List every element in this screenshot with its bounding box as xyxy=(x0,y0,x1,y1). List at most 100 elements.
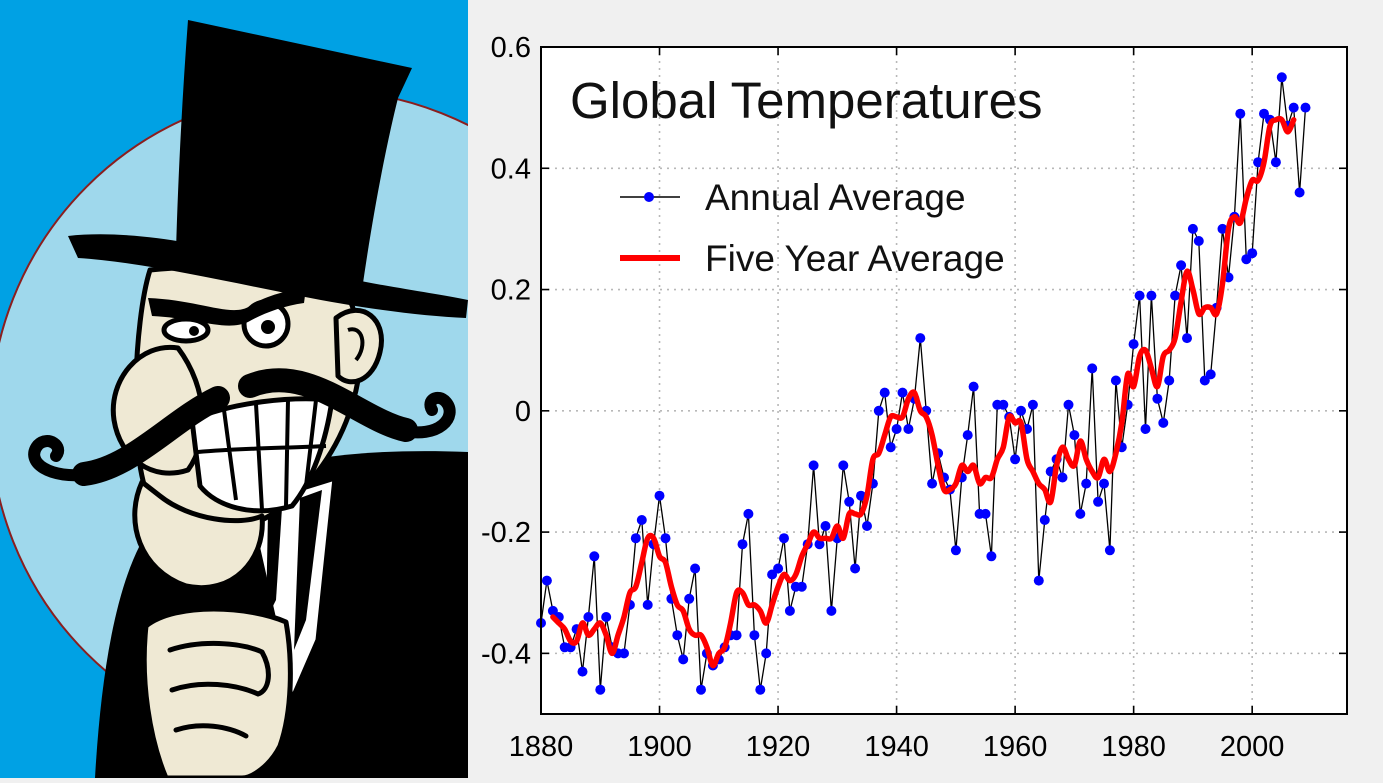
annual-average-point xyxy=(1063,399,1074,410)
annual-average-point xyxy=(1069,430,1080,441)
plot-frame xyxy=(540,46,1348,715)
legend-annual-marker xyxy=(644,192,654,202)
temperature-chart: 1880 1900 1920 1940 1960 1980 2000 -0.4 -0.2 0 0.2… xyxy=(481,32,1348,763)
annual-average-point xyxy=(980,508,991,519)
legend-label-five-year: Five Year Average xyxy=(705,238,1005,279)
legend-label-annual: Annual Average xyxy=(705,177,966,218)
annual-average-point xyxy=(1110,375,1121,386)
annual-average-point xyxy=(1128,339,1139,350)
grid-lines xyxy=(541,47,1347,714)
x-tick-label: 2000 xyxy=(1220,731,1285,763)
mustache-left-curl xyxy=(28,435,96,482)
annual-average-point xyxy=(927,478,938,489)
annual-average-point xyxy=(761,648,772,659)
annual-average-point xyxy=(1288,102,1299,113)
annual-average-point xyxy=(808,460,819,471)
annual-average-point xyxy=(1276,72,1287,83)
x-tick-label: 1940 xyxy=(864,731,929,763)
annual-average-point xyxy=(654,490,665,501)
annual-average-point xyxy=(838,460,849,471)
annual-average-point xyxy=(1294,187,1305,198)
legend: Annual Average Five Year Average xyxy=(620,177,1005,279)
annual-average-point xyxy=(1104,545,1115,556)
finger-lines xyxy=(167,641,271,739)
eyebrows xyxy=(148,288,306,326)
chin xyxy=(132,479,265,591)
annual-average-point xyxy=(1187,223,1198,234)
annual-average-point xyxy=(1235,108,1246,119)
y-tick-label: 0.2 xyxy=(491,275,531,307)
annual-average-point xyxy=(1027,399,1038,410)
annual-average-point xyxy=(690,563,701,574)
villain-illustration xyxy=(0,0,651,781)
annual-average-point xyxy=(885,442,896,453)
annual-average-point xyxy=(601,612,612,622)
annual-average-point xyxy=(903,424,914,434)
annual-average-point xyxy=(1016,405,1026,416)
hand xyxy=(141,606,293,781)
annual-average-point xyxy=(820,521,831,531)
annual-average-point xyxy=(1300,102,1311,113)
collar-stripe xyxy=(266,508,282,620)
annual-average-point xyxy=(636,515,647,525)
annual-average-point xyxy=(1164,375,1175,386)
annual-average-point xyxy=(672,630,683,641)
annual-average-point xyxy=(1075,508,1086,519)
annual-average-point xyxy=(844,496,855,507)
x-tick-label: 1980 xyxy=(1101,731,1166,763)
annual-average-point xyxy=(796,581,807,592)
right-pupil xyxy=(261,320,275,334)
annual-average-point xyxy=(915,333,926,344)
annual-average-point xyxy=(968,381,979,392)
annual-average-point xyxy=(1146,290,1157,301)
y-tick-label: 0.6 xyxy=(491,32,531,64)
y-tick-label: 0.4 xyxy=(491,153,531,185)
annual-average-point xyxy=(784,605,795,616)
annual-average-point xyxy=(1217,223,1228,234)
five-year-average-line xyxy=(550,115,1297,669)
tick-marks xyxy=(540,46,1347,714)
annual-average-point xyxy=(642,599,653,610)
top-hat-crown xyxy=(176,20,412,290)
annual-average-point xyxy=(773,563,784,574)
annual-average-point xyxy=(998,399,1009,410)
annual-average-point xyxy=(737,539,748,550)
annual-average-point xyxy=(891,424,902,434)
annual-average-point xyxy=(862,521,872,531)
annual-average-point xyxy=(619,648,629,659)
annual-average-point xyxy=(873,405,884,416)
y-tick-label: -0.4 xyxy=(481,638,531,670)
teeth-lines xyxy=(197,399,327,511)
annual-average-point xyxy=(577,666,588,677)
annual-average-point xyxy=(850,563,861,574)
chart-panel: 1880 1900 1920 1940 1960 1980 2000 -0.4 -0.2 0 0.2… xyxy=(468,0,1383,778)
x-tick-label: 1920 xyxy=(746,731,811,763)
annual-average-point xyxy=(986,551,997,562)
annual-average-point xyxy=(1259,108,1269,119)
y-tick-label: -0.2 xyxy=(481,517,531,549)
y-tick-label: 0 xyxy=(515,396,531,428)
annual-average-point xyxy=(630,533,641,544)
annual-average-point xyxy=(1033,575,1044,586)
annual-average-point xyxy=(731,630,742,641)
annual-average-point xyxy=(879,387,890,398)
annual-average-point xyxy=(1140,424,1151,434)
ear xyxy=(333,307,384,385)
annual-average-point xyxy=(1039,515,1050,525)
annual-average-point xyxy=(755,684,766,695)
annual-average-point xyxy=(696,684,706,695)
annual-average-point xyxy=(1193,236,1204,246)
mustache-right-curl xyxy=(394,391,456,439)
annual-average-point xyxy=(660,533,671,544)
annual-average-point xyxy=(1247,248,1258,259)
annual-average-point xyxy=(1270,157,1281,168)
mustache-right xyxy=(238,368,418,442)
series xyxy=(536,72,1311,695)
annual-average-point xyxy=(595,684,606,695)
annual-average-point xyxy=(950,545,961,556)
mustache-left xyxy=(72,386,230,486)
shirt-stripe xyxy=(294,490,322,650)
annual-average-point xyxy=(962,430,973,441)
annual-average-point xyxy=(1093,496,1104,507)
annual-average-point xyxy=(1176,260,1187,271)
